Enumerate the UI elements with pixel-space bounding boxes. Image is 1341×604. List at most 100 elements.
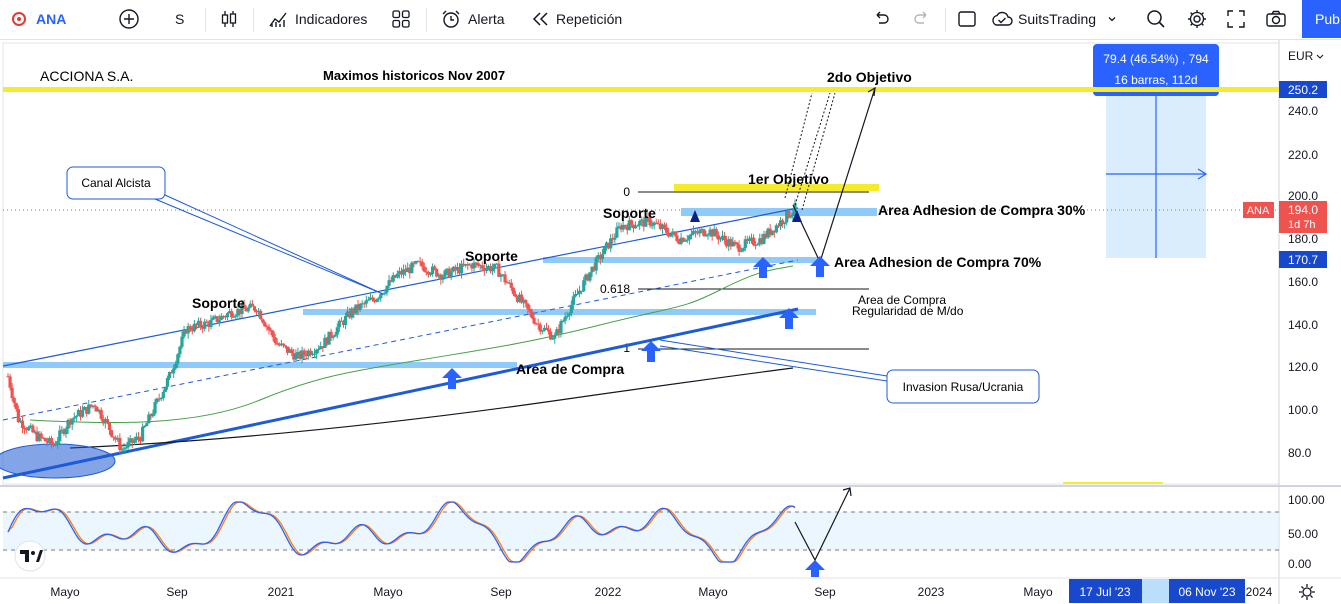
candle-body xyxy=(722,235,727,241)
oscillator-projection[interactable] xyxy=(794,487,851,562)
compare-button[interactable] xyxy=(118,0,140,38)
indicators-button[interactable]: Indicadores xyxy=(267,0,367,38)
candle-body xyxy=(505,282,509,284)
candle-body xyxy=(712,229,716,237)
publish-button[interactable]: Pub xyxy=(1302,0,1341,38)
note-area-compra-low[interactable]: Area de Compra xyxy=(516,361,624,377)
price-axis-label: 160.0 xyxy=(1288,275,1318,289)
candlestick-series xyxy=(6,199,797,455)
note-adhesion-30[interactable]: Area Adhesion de Compra 30% xyxy=(878,202,1086,218)
candle-body xyxy=(221,315,225,317)
indicators-label: Indicadores xyxy=(295,11,368,27)
price-axis-label: 120.0 xyxy=(1288,360,1318,374)
note-first-target[interactable]: 1er Objetivo xyxy=(748,171,829,187)
price-tag-170-text: 170.7 xyxy=(1288,253,1318,267)
time-axis-label: Sep xyxy=(814,585,836,599)
callout-canal-box[interactable] xyxy=(66,166,166,200)
candle-body xyxy=(689,234,694,236)
candle-body xyxy=(244,308,248,312)
note-maximos[interactable]: Maximos historicos Nov 2007 xyxy=(323,68,505,83)
candle-body xyxy=(679,237,683,244)
candle-body xyxy=(511,287,515,295)
price-axis-label: 140.0 xyxy=(1288,318,1318,332)
channel-lower-line[interactable] xyxy=(2,307,799,480)
candle-body xyxy=(174,363,178,369)
candle-body xyxy=(370,297,375,300)
candle-body xyxy=(68,419,72,425)
candle-body xyxy=(636,225,640,227)
candle-body xyxy=(58,430,62,442)
note-second-target[interactable]: 2do Objetivo xyxy=(827,69,912,85)
range-start-tag[interactable] xyxy=(1069,579,1142,603)
candle-body xyxy=(760,238,764,244)
chart-canvas[interactable]: 79.4 (46.54%) , 794 16 barras, 112d 0 0.… xyxy=(0,40,1341,604)
range-end-tag[interactable] xyxy=(1169,579,1245,603)
accumulation-ellipse[interactable] xyxy=(0,443,116,479)
settings-button[interactable] xyxy=(1186,0,1208,38)
range-fill xyxy=(1142,579,1169,603)
note-area-compra-1[interactable]: Area de Compra xyxy=(858,293,946,307)
candle-body xyxy=(223,316,228,318)
interval-button[interactable]: S xyxy=(175,0,184,38)
toolbar-divider xyxy=(205,8,206,32)
symbol-search[interactable]: ANA xyxy=(12,0,66,38)
candle-body xyxy=(209,319,213,327)
candle-body xyxy=(571,296,575,305)
replay-button[interactable]: Repetición xyxy=(531,0,622,38)
snapshot-button[interactable] xyxy=(1265,0,1287,38)
tradingview-logo-icon[interactable] xyxy=(14,540,46,572)
toolbar-divider xyxy=(426,8,427,32)
currency-label[interactable]: EUR xyxy=(1288,49,1314,63)
search-button[interactable] xyxy=(1145,0,1167,38)
alert-button[interactable]: Alerta xyxy=(440,0,505,38)
callout-invasion-box[interactable] xyxy=(886,369,1040,404)
candle-body xyxy=(354,304,358,314)
candle-body xyxy=(271,331,275,338)
candle-body xyxy=(366,299,370,301)
candle-body xyxy=(602,246,607,255)
channel-upper-line[interactable] xyxy=(2,207,799,367)
candle-body xyxy=(265,326,269,328)
candle-body xyxy=(766,228,770,238)
candle-body xyxy=(20,420,25,428)
note-support-mid[interactable]: Soporte xyxy=(465,248,518,264)
candle-body xyxy=(60,429,64,431)
candle-body xyxy=(453,266,457,271)
fib-label-1: 1 xyxy=(623,341,630,355)
candle-body xyxy=(213,316,217,318)
first-target-band[interactable] xyxy=(674,184,879,191)
note-area-compra-2[interactable]: Regularidad de M/do xyxy=(852,304,964,318)
support-band-upper[interactable] xyxy=(543,257,820,263)
up-arrow-icon xyxy=(442,368,462,389)
up-arrow-icon xyxy=(805,560,825,577)
layout-name-button[interactable]: SuitsTrading xyxy=(990,0,1118,38)
redo-button[interactable] xyxy=(912,0,932,38)
note-support-top[interactable]: Soporte xyxy=(603,205,656,221)
support-band-mid[interactable] xyxy=(303,309,816,315)
candle-body xyxy=(700,229,704,231)
note-adhesion-70[interactable]: Area Adhesion de Compra 70% xyxy=(834,254,1042,270)
chart-type-button[interactable] xyxy=(218,0,240,38)
candle-body xyxy=(774,225,778,233)
candle-body xyxy=(163,386,167,392)
candle-body xyxy=(716,235,720,240)
layout-select-button[interactable] xyxy=(957,0,977,38)
candle-body xyxy=(617,226,621,228)
historical-max-line[interactable] xyxy=(3,87,1279,92)
templates-button[interactable] xyxy=(390,0,412,38)
support-band-low[interactable] xyxy=(3,362,517,368)
candle-body xyxy=(145,423,149,426)
candle-body xyxy=(652,222,656,226)
undo-button[interactable] xyxy=(871,0,891,38)
candles-icon xyxy=(221,11,237,27)
candle-body xyxy=(238,308,242,314)
chart-settings-gear-icon[interactable] xyxy=(1299,584,1315,600)
candle-body xyxy=(720,235,725,238)
fullscreen-button[interactable] xyxy=(1226,0,1246,38)
candle-body xyxy=(346,311,350,316)
candle-body xyxy=(702,229,706,236)
candle-body xyxy=(387,280,391,286)
candle-body xyxy=(501,274,505,276)
note-support-low[interactable]: Soporte xyxy=(192,295,245,311)
candle-body xyxy=(747,238,752,242)
